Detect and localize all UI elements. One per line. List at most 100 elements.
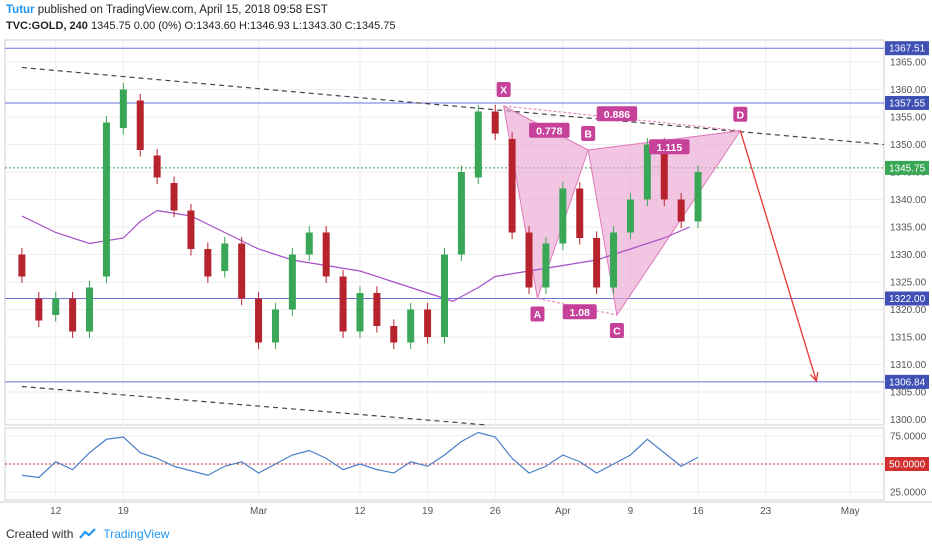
projection-arrow bbox=[739, 130, 818, 382]
y-tick-label: 1335.00 bbox=[890, 223, 927, 234]
x-tick-label: 16 bbox=[692, 506, 704, 517]
x-tick-label: 23 bbox=[760, 506, 772, 517]
candle-body bbox=[542, 243, 550, 288]
candle-body bbox=[18, 254, 26, 277]
price-label: 1367.51 bbox=[889, 44, 926, 55]
candle-body bbox=[643, 144, 651, 200]
y-tick-label: 1350.00 bbox=[890, 140, 927, 151]
candle-body bbox=[677, 199, 685, 222]
ratio-label: 0.886 bbox=[604, 109, 630, 121]
candle-body bbox=[288, 254, 296, 310]
candle-body bbox=[593, 238, 601, 288]
candle-body bbox=[694, 172, 702, 222]
candle-body bbox=[576, 188, 584, 238]
pattern-point-tag bbox=[530, 306, 545, 322]
candle-body bbox=[187, 210, 195, 249]
price-label-box bbox=[885, 95, 929, 110]
candle-body bbox=[119, 89, 127, 128]
candle-body bbox=[559, 188, 567, 244]
candle-body bbox=[491, 111, 499, 134]
rsi-tick-label: 75.0000 bbox=[890, 431, 927, 442]
candle-body bbox=[390, 326, 398, 343]
ratio-tag bbox=[649, 139, 690, 155]
created-with-label: Created with bbox=[6, 527, 74, 541]
moving-average-line bbox=[21, 209, 690, 302]
price-label: 1357.55 bbox=[889, 98, 926, 109]
candle-body bbox=[102, 122, 110, 277]
price-label-box bbox=[885, 41, 929, 56]
y-tick-label: 1310.00 bbox=[890, 360, 927, 371]
y-tick-label: 1305.00 bbox=[890, 388, 927, 399]
y-tick-label: 1360.00 bbox=[890, 85, 927, 96]
candle-body bbox=[170, 183, 178, 211]
main-pane-frame bbox=[4, 39, 885, 426]
candle-body bbox=[153, 155, 161, 178]
y-tick-label: 1330.00 bbox=[890, 250, 927, 261]
candle-body bbox=[204, 249, 212, 277]
y-tick-label: 1355.00 bbox=[890, 113, 927, 124]
tradingview-brand[interactable]: TradingView bbox=[103, 527, 170, 541]
candle-body bbox=[86, 287, 94, 332]
y-tick-label: 1340.00 bbox=[890, 195, 927, 206]
ohlc-values: 1345.75 0.00 (0%) O:1343.60 H:1346.93 L:… bbox=[90, 20, 396, 32]
candle-body bbox=[660, 144, 668, 200]
price-label: 1322.00 bbox=[889, 294, 926, 305]
pattern-point-a: A bbox=[534, 309, 542, 321]
candle-body bbox=[322, 232, 330, 277]
y-tick-label: 1315.00 bbox=[890, 333, 927, 344]
rsi-tick-label: 25.0000 bbox=[890, 488, 927, 499]
candle-body bbox=[69, 298, 77, 332]
pattern-point-c: C bbox=[613, 326, 621, 338]
ratio-label: 1.08 bbox=[570, 307, 591, 319]
pattern-point-b: B bbox=[584, 129, 592, 141]
x-tick-label: 26 bbox=[490, 506, 502, 517]
candle-body bbox=[255, 298, 263, 343]
candle-body bbox=[221, 243, 229, 271]
author-name[interactable]: Tutur bbox=[6, 4, 35, 16]
symbol-label: TVC:GOLD, 240 bbox=[6, 20, 88, 32]
chart-header: Tutur published on TradingView.com, Apri… bbox=[6, 4, 328, 16]
pattern-point-d: D bbox=[737, 109, 745, 121]
candle-body bbox=[626, 199, 634, 233]
candle-body bbox=[356, 293, 364, 332]
ratio-tag bbox=[529, 122, 570, 138]
candle-body bbox=[35, 298, 43, 321]
candle-body bbox=[610, 232, 618, 288]
y-tick-label: 1320.00 bbox=[890, 305, 927, 316]
price-label: 1345.75 bbox=[889, 163, 926, 174]
candle-body bbox=[339, 276, 347, 332]
candle-body bbox=[474, 111, 482, 178]
pattern-point-tag bbox=[733, 106, 748, 122]
y-tick-label: 1325.00 bbox=[890, 278, 927, 289]
ratio-label: 1.115 bbox=[656, 142, 682, 154]
rsi-reference-box bbox=[885, 457, 929, 471]
candle-body bbox=[525, 232, 533, 288]
candle-body bbox=[407, 309, 415, 343]
candle-body bbox=[271, 309, 279, 343]
tradingview-logo-icon bbox=[79, 528, 97, 539]
rsi-line bbox=[21, 431, 699, 479]
pattern-point-x: X bbox=[500, 85, 507, 97]
projection-arrowhead bbox=[809, 372, 819, 383]
x-tick-label: May bbox=[841, 506, 860, 517]
candle-body bbox=[508, 139, 516, 233]
ratio-tag bbox=[562, 304, 597, 320]
x-tick-label: 9 bbox=[628, 506, 634, 517]
candle-body bbox=[424, 309, 432, 337]
candle-body bbox=[305, 232, 313, 255]
price-label: 1306.84 bbox=[889, 377, 926, 388]
footer: Created with TradingView bbox=[6, 527, 169, 541]
candle-body bbox=[136, 100, 144, 150]
candle-body bbox=[52, 298, 60, 315]
candle-body bbox=[457, 172, 465, 255]
candle-body bbox=[373, 293, 381, 326]
pattern-point-tag bbox=[496, 82, 511, 97]
x-tick-label: 12 bbox=[354, 506, 366, 517]
pattern-point-tag bbox=[609, 323, 624, 338]
price-label-box bbox=[885, 160, 929, 175]
pattern-point-tag bbox=[581, 126, 596, 141]
ohlc-bar: TVC:GOLD, 240 1345.75 0.00 (0%) O:1343.6… bbox=[6, 20, 396, 32]
price-label-box bbox=[885, 291, 929, 306]
x-tick-label: 19 bbox=[422, 506, 434, 517]
